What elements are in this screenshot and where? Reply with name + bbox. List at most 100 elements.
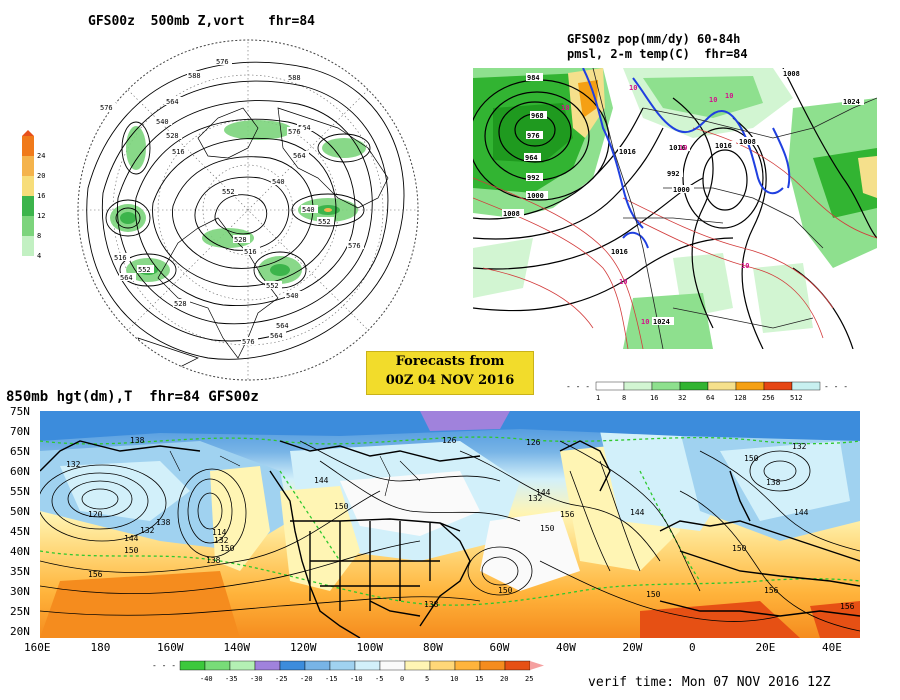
pmsl-contour-label: 968 — [531, 112, 544, 120]
latitude-label: 70N — [10, 425, 30, 438]
vort-tick-label: 24 — [37, 152, 45, 160]
map-500mb: 5765885765645405285165525645405765645525… — [77, 39, 419, 381]
colorbar-left-dash: - - - — [152, 661, 176, 670]
colorbar-tick-label: 256 — [762, 394, 775, 402]
longitude-label: 160W — [157, 641, 184, 654]
height-contour-label: 138 — [424, 600, 439, 609]
height-contour-label: 132 — [792, 442, 807, 451]
height-contour-label: 114 — [212, 528, 227, 537]
colorbar-tick-label: 10 — [450, 675, 458, 683]
height-contour-label: 156 — [840, 602, 855, 611]
height-contour-label: 540 — [272, 178, 285, 186]
vort-tick-label: 12 — [37, 212, 45, 220]
colorbar-tick-label: -30 — [250, 675, 263, 683]
height-contour-label: 150 — [540, 524, 555, 533]
latitude-label: 45N — [10, 525, 30, 538]
colorbar-swatch — [707, 381, 737, 391]
height-contour-label: 144 — [124, 534, 139, 543]
forecast-banner: Forecasts from 00Z 04 NOV 2016 — [366, 351, 534, 395]
temp-contour-label: 10 — [709, 96, 717, 104]
height-contour-label: 144 — [794, 508, 809, 517]
colorbar-swatch — [623, 381, 653, 391]
pmsl-contour-label: 1008 — [783, 70, 800, 78]
latitude-label: 35N — [10, 565, 30, 578]
height-contour-label: 516 — [114, 254, 127, 262]
colorbar-swatch — [304, 660, 331, 671]
lat-axis: 75N 70N 65N 60N 55N 50N 45N 40N 35N 30N 25N 20N — [0, 405, 40, 639]
latitude-label: 75N — [10, 405, 30, 418]
colorbar-swatch — [229, 660, 256, 671]
colorbar-tick-label: 8 — [622, 394, 626, 402]
banner-line2: 00Z 04 NOV 2016 — [385, 373, 515, 388]
longitude-label: 80W — [423, 641, 443, 654]
pmsl-contour-label: 1008 — [503, 210, 520, 218]
latitude-label: 40N — [10, 545, 30, 558]
height-contour-label: 132 — [214, 536, 229, 545]
height-contour-label: 150 — [498, 586, 513, 595]
latitude-label: 50N — [10, 505, 30, 518]
longitude-label: 120W — [290, 641, 317, 654]
height-contour-label: 144 — [630, 508, 645, 517]
pmsl-contour-label: 1016 — [619, 148, 636, 156]
panel-850mb-title: 850mb hgt(dm),T fhr=84 GFS00z — [6, 389, 259, 405]
height-contour-label: 588 — [188, 72, 201, 80]
pmsl-contour-label: 1000 — [527, 192, 544, 200]
height-contour-label: 150 — [220, 544, 235, 553]
colorbar-right-dash: - - - — [824, 382, 848, 391]
longitude-label: 0 — [689, 641, 696, 654]
colorbar-tick-label: 0 — [400, 675, 404, 683]
colorbar-tick-label: -5 — [375, 675, 383, 683]
temp-contour-label: 10 — [741, 262, 749, 270]
height-contour-label: 540 — [156, 118, 169, 126]
temp-contour-label: 10 — [561, 104, 569, 112]
latitude-label: 55N — [10, 485, 30, 498]
colorbar-swatch — [791, 381, 821, 391]
pmsl-contour-label: 984 — [527, 74, 540, 82]
height-contour-label: 126 — [442, 436, 457, 445]
height-contour-label: 576 — [100, 104, 113, 112]
vort-tick-label: 20 — [37, 172, 45, 180]
vort-colorbar: 24 20 16 12 8 4 — [22, 130, 45, 260]
colorbar-swatch — [379, 660, 406, 671]
longitude-label: 140W — [223, 641, 251, 654]
colorbar-swatch — [595, 381, 625, 391]
colorbar-end-arrow — [530, 661, 544, 670]
colorbar-swatch — [763, 381, 793, 391]
colorbar-swatch — [329, 660, 356, 671]
height-contour-label: 156 — [88, 570, 103, 579]
panel-pop-title-line1: GFS00z pop(mm/dy) 60-84h — [567, 32, 741, 46]
height-contour-label: 138 — [766, 478, 781, 487]
vort-tick-label: 8 — [37, 232, 41, 240]
height-contour-label: 564 — [276, 322, 289, 330]
height-contour-label: 132 — [140, 526, 155, 535]
pmsl-contour-label: 1008 — [739, 138, 756, 146]
pmsl-contour-label: 1000 — [673, 186, 690, 194]
pmsl-contour-label: 1016 — [611, 248, 628, 256]
pmsl-contour-label: 1016 — [715, 142, 732, 150]
height-contour-label: 150 — [646, 590, 661, 599]
height-contour-label: 588 — [288, 74, 301, 82]
colorbar-swatch — [504, 660, 531, 671]
height-contour-label: 138 — [130, 436, 145, 445]
colorbar-tick-label: 128 — [734, 394, 747, 402]
pmsl-contour-label: 1016 — [669, 144, 686, 152]
pmsl-contour-label: 992 — [527, 174, 540, 182]
latitude-label: 30N — [10, 585, 30, 598]
temp-contour-label: 10 — [641, 318, 649, 326]
colorbar-tick-label: 20 — [500, 675, 508, 683]
colorbar-swatch — [454, 660, 481, 671]
colorbar-swatch — [404, 660, 431, 671]
height-contour-label: 576 — [348, 242, 361, 250]
colorbar-swatch — [179, 660, 206, 671]
longitude-label: 40W — [556, 641, 576, 654]
colorbar-swatch — [479, 660, 506, 671]
pmsl-contour-label: 1024 — [653, 318, 670, 326]
colorbar-tick-label: 5 — [425, 675, 429, 683]
vort-tick-label: 16 — [37, 192, 45, 200]
colorbar-swatch — [204, 660, 231, 671]
vort-tick-label: 4 — [37, 252, 41, 260]
longitude-label: 180 — [90, 641, 111, 654]
height-contour-label: 138 — [206, 556, 221, 565]
latitude-label: 60N — [10, 465, 30, 478]
verif-time: verif time: Mon 07 NOV 2016 12Z — [588, 675, 831, 690]
